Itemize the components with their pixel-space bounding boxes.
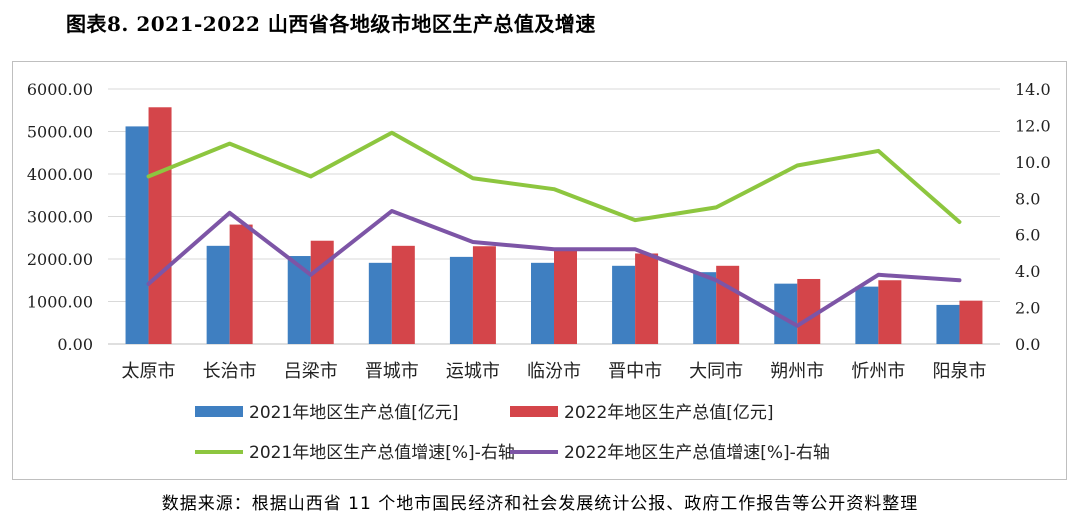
bar-2022 — [148, 107, 172, 345]
bar-2022 — [229, 224, 253, 344]
bar-2022 — [472, 246, 496, 344]
bar-2021 — [855, 286, 879, 344]
line-growth-2022 — [146, 209, 962, 328]
y-left-tick-label: 5000.00 — [27, 123, 93, 142]
x-tick-label: 临汾市 — [527, 361, 581, 382]
bar-2021 — [449, 256, 473, 344]
bar-2021 — [206, 245, 230, 344]
bar-2022 — [797, 278, 821, 344]
legend-item-2021-growth-label: 2021年地区生产总值增速[%]-右轴 — [249, 443, 515, 463]
y-left-tick-label: 2000.00 — [27, 250, 93, 269]
y-left-tick-label: 1000.00 — [27, 293, 93, 312]
y-right-tick-label: 2.0 — [1015, 299, 1040, 318]
bar-2021 — [774, 283, 798, 344]
chart-frame — [12, 61, 1067, 480]
lines — [146, 130, 962, 328]
source-note: 数据来源：根据山西省 11 个地市国民经济和社会发展统计公报、政府工作报告等公开… — [161, 494, 919, 514]
y-left-tick-label: 4000.00 — [27, 165, 93, 184]
x-tick-label: 晋城市 — [365, 361, 419, 382]
x-tick-label: 晋中市 — [608, 361, 662, 382]
x-tick-label: 运城市 — [446, 361, 500, 382]
x-tick-label: 大同市 — [689, 361, 743, 382]
x-tick-label: 忻州市 — [851, 361, 905, 382]
bar-2021 — [612, 265, 636, 344]
y-right-tick-label: 12.0 — [1015, 116, 1051, 135]
chart-title: 图表8. 2021-2022 山西省各地级市地区生产总值及增速 — [66, 12, 596, 36]
y-right-tick-label: 6.0 — [1015, 226, 1040, 245]
y-right-tick-label: 0.0 — [1015, 335, 1040, 354]
x-tick-label: 朔州市 — [770, 361, 824, 382]
bar-2022 — [716, 265, 740, 344]
combo-chart: 0.00 1000.00 2000.00 3000.00 4000.00 5000.00 6… — [27, 80, 1051, 463]
y-left-tick-label: 6000.00 — [27, 80, 93, 99]
bar-2022 — [959, 300, 983, 344]
gridlines — [108, 88, 1000, 345]
bar-2022 — [554, 249, 577, 344]
bar-2021 — [936, 304, 960, 344]
bar-2022 — [635, 253, 659, 344]
bar-2021 — [368, 262, 392, 344]
legend-item-2022-growth-label: 2022年地区生产总值增速[%]-右轴 — [564, 443, 830, 463]
y-left-tick-label: 0.00 — [57, 335, 93, 354]
y-left-tick-label: 3000.00 — [27, 208, 93, 227]
bars — [125, 107, 983, 345]
bar-2022 — [391, 245, 415, 344]
bar-2021 — [693, 272, 717, 344]
axis-labels: 0.00 1000.00 2000.00 3000.00 4000.00 5000.00 6… — [27, 80, 1051, 382]
y-right-tick-label: 14.0 — [1015, 80, 1051, 99]
legend-item-2021-gdp-label: 2021年地区生产总值[亿元] — [249, 403, 459, 423]
line-growth-2021 — [146, 130, 962, 224]
x-tick-label: 阳泉市 — [932, 361, 986, 382]
x-tick-label: 吕梁市 — [284, 361, 338, 382]
bar-2021 — [531, 262, 554, 344]
bar-2022 — [878, 280, 902, 344]
legend-item-2022-gdp-swatch — [510, 406, 558, 417]
x-tick-label: 长治市 — [203, 361, 257, 382]
y-right-tick-label: 10.0 — [1015, 153, 1051, 172]
bar-2021 — [125, 126, 149, 345]
legend: 2021年地区生产总值[亿元] 2022年地区生产总值[亿元] 2021年地区生产总… — [195, 403, 830, 463]
legend-item-2021-gdp-swatch — [195, 406, 243, 417]
bar-2022 — [310, 240, 334, 344]
x-tick-label: 太原市 — [122, 361, 176, 382]
y-right-tick-label: 8.0 — [1015, 189, 1040, 208]
legend-item-2022-gdp-label: 2022年地区生产总值[亿元] — [564, 403, 774, 423]
y-right-tick-label: 4.0 — [1015, 262, 1040, 281]
bar-2021 — [287, 256, 311, 344]
